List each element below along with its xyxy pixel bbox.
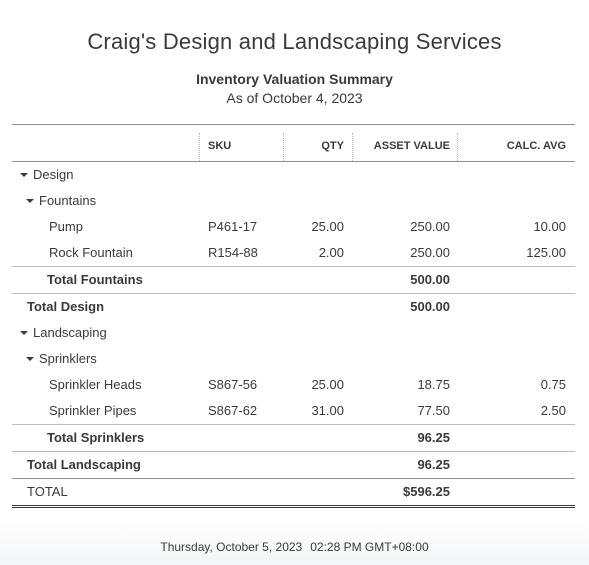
total-value[interactable]: 500.00 [410, 299, 450, 314]
column-separator [283, 133, 284, 161]
caret-down-icon[interactable] [20, 172, 28, 177]
item-qty[interactable]: 25.00 [311, 219, 344, 234]
column-header-sku[interactable]: SKU [208, 140, 232, 152]
group-toggle-design[interactable]: Design [12, 162, 73, 188]
table-header-row: SKU QTY ASSET VALUE CALC. AVG [12, 125, 575, 162]
total-row-design: Total Design 500.00 [12, 293, 575, 320]
item-calc-avg: 0.75 [540, 377, 566, 392]
group-toggle-sprinklers[interactable]: Sprinklers [12, 346, 97, 372]
subtotal-row-fountains: Total Fountains 500.00 [12, 266, 575, 293]
group-label: Sprinklers [39, 351, 97, 366]
group-label: Fountains [39, 193, 97, 208]
report-table: SKU QTY ASSET VALUE CALC. AVG Design Fou… [12, 124, 575, 508]
column-separator [199, 133, 200, 161]
report-footer: Thursday, October 5, 2023 02:28 PM GMT+08… [0, 540, 589, 554]
item-calc-avg: 10.00 [533, 219, 566, 234]
item-sku: S867-62 [208, 403, 258, 418]
total-label: Total Landscaping [27, 457, 141, 472]
group-toggle-landscaping[interactable]: Landscaping [12, 320, 107, 346]
item-sku: P461-17 [208, 219, 258, 234]
company-name: Craig's Design and Landscaping Services [87, 29, 502, 54]
caret-down-icon[interactable] [20, 330, 28, 335]
table-row: Sprinkler Pipes S867-62 31.00 77.50 2.50 [12, 398, 575, 424]
item-name[interactable]: Rock Fountain [49, 245, 133, 260]
group-row-fountains[interactable]: Fountains [12, 188, 575, 214]
report-title: Inventory Valuation Summary [196, 71, 393, 87]
item-sku: S867-56 [208, 377, 258, 392]
subtotal-label: Total Sprinklers [47, 430, 145, 445]
total-label: Total Design [27, 299, 105, 314]
footer-time: 02:28 PM GMT+08:00 [310, 540, 429, 554]
subtotal-value[interactable]: 500.00 [410, 272, 450, 287]
group-label: Design [33, 167, 74, 182]
group-row-landscaping[interactable]: Landscaping [12, 320, 575, 346]
subtotal-value[interactable]: 96.25 [417, 430, 450, 445]
report-date: As of October 4, 2023 [226, 90, 363, 106]
column-header-calc-avg[interactable]: CALC. AVG [506, 140, 566, 152]
item-asset-value[interactable]: 77.50 [417, 403, 450, 418]
table-row: Rock Fountain R154-88 2.00 250.00 125.00 [12, 240, 575, 266]
group-row-sprinklers[interactable]: Sprinklers [12, 346, 575, 372]
column-separator [457, 133, 458, 161]
item-calc-avg: 2.50 [540, 403, 566, 418]
subtotal-label: Total Fountains [47, 272, 143, 287]
item-name[interactable]: Sprinkler Heads [49, 377, 142, 392]
column-header-asset-value[interactable]: ASSET VALUE [373, 140, 450, 152]
item-asset-value[interactable]: 18.75 [417, 377, 450, 392]
footer-background [0, 520, 589, 565]
group-toggle-fountains[interactable]: Fountains [12, 188, 96, 214]
total-row-landscaping: Total Landscaping 96.25 [12, 451, 575, 478]
table-top-rule [12, 124, 575, 125]
table-row: Sprinkler Heads S867-56 25.00 18.75 0.75 [12, 372, 575, 398]
item-qty[interactable]: 31.00 [311, 403, 344, 418]
grand-total-label: TOTAL [27, 484, 68, 499]
group-row-design[interactable]: Design [12, 162, 575, 188]
item-asset-value[interactable]: 250.00 [410, 219, 450, 234]
caret-down-icon[interactable] [26, 356, 34, 361]
grand-total-row: TOTAL $596.25 [12, 478, 575, 508]
item-calc-avg: 125.00 [526, 245, 566, 260]
column-separator [352, 133, 353, 161]
item-name[interactable]: Pump [49, 219, 83, 234]
subtotal-row-sprinklers: Total Sprinklers 96.25 [12, 424, 575, 451]
table-row: Pump P461-17 25.00 250.00 10.00 [12, 214, 575, 240]
column-header-qty[interactable]: QTY [321, 140, 344, 152]
item-asset-value[interactable]: 250.00 [410, 245, 450, 260]
footer-date: Thursday, October 5, 2023 [160, 540, 303, 554]
item-sku: R154-88 [208, 245, 258, 260]
caret-down-icon[interactable] [26, 198, 34, 203]
grand-total-value[interactable]: $596.25 [403, 484, 450, 499]
item-qty[interactable]: 2.00 [318, 245, 344, 260]
total-value[interactable]: 96.25 [417, 457, 450, 472]
item-qty[interactable]: 25.00 [311, 377, 344, 392]
group-label: Landscaping [33, 325, 107, 340]
item-name[interactable]: Sprinkler Pipes [49, 403, 137, 418]
